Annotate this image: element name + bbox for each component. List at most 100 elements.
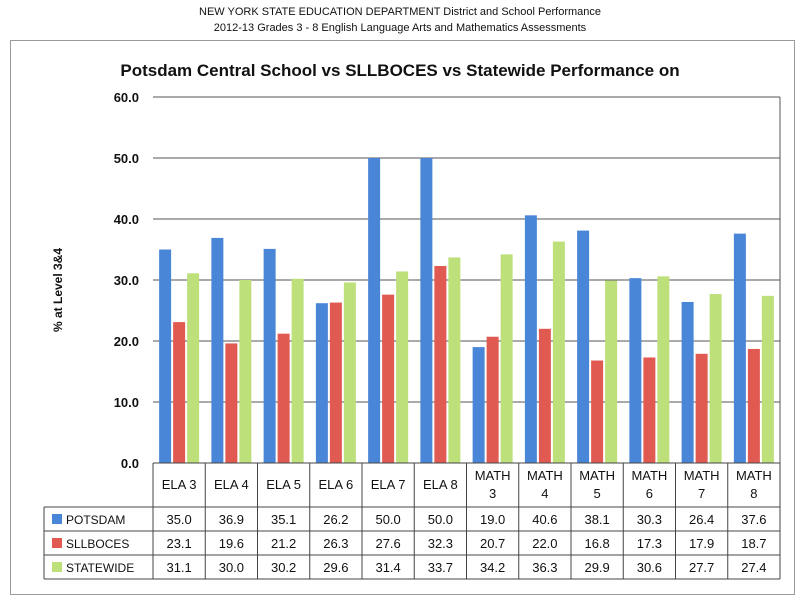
data-label: 21.2	[271, 536, 296, 551]
bar-potsdam	[211, 237, 224, 463]
category-label: MATH	[736, 468, 772, 483]
data-label: 31.4	[375, 560, 400, 575]
data-label: 50.0	[375, 512, 400, 527]
bar-sllboces	[486, 336, 499, 463]
data-label: 27.4	[741, 560, 766, 575]
bar-sllboces	[277, 333, 290, 463]
bar-potsdam	[681, 301, 694, 463]
bar-sllboces	[434, 265, 447, 463]
bar-statewide	[239, 280, 252, 463]
legend-label-sllboces: SLLBOCES	[66, 537, 129, 551]
bar-potsdam	[368, 158, 381, 463]
chart-frame	[10, 40, 795, 595]
chart-title: Potsdam Central School vs SLLBOCES vs St…	[120, 61, 680, 80]
y-tick-label: 60.0	[114, 90, 139, 105]
y-tick-label: 20.0	[114, 334, 139, 349]
bar-potsdam	[315, 303, 328, 463]
y-tick-label: 10.0	[114, 395, 139, 410]
data-label: 36.3	[532, 560, 557, 575]
data-label: 17.3	[637, 536, 662, 551]
data-label: 50.0	[428, 512, 453, 527]
bar-potsdam	[524, 215, 537, 463]
bar-potsdam	[733, 233, 746, 463]
bar-potsdam	[159, 249, 172, 463]
category-label: MATH	[579, 468, 615, 483]
bar-statewide	[709, 294, 722, 463]
legend-label-statewide: STATEWIDE	[66, 561, 134, 575]
category-label: ELA 7	[371, 477, 406, 492]
y-tick-label: 50.0	[114, 151, 139, 166]
category-label: 5	[594, 486, 601, 501]
data-label: 30.6	[637, 560, 662, 575]
y-tick-label: 40.0	[114, 212, 139, 227]
data-label: 22.0	[532, 536, 557, 551]
bar-statewide	[500, 254, 513, 463]
category-label: MATH	[527, 468, 563, 483]
data-label: 29.6	[323, 560, 348, 575]
bar-potsdam	[420, 158, 433, 463]
category-label: MATH	[684, 468, 720, 483]
data-label: 16.8	[584, 536, 609, 551]
grid-lines	[153, 96, 781, 464]
legend-key-statewide	[52, 562, 62, 572]
bar-sllboces	[591, 360, 604, 463]
category-label: ELA 4	[214, 477, 249, 492]
data-label: 26.4	[689, 512, 714, 527]
data-label: 27.7	[689, 560, 714, 575]
bar-potsdam	[472, 347, 485, 463]
data-label: 23.1	[166, 536, 191, 551]
bar-sllboces	[747, 348, 760, 463]
category-label: 7	[698, 486, 705, 501]
data-label: 38.1	[584, 512, 609, 527]
bar-statewide	[343, 282, 356, 463]
bar-statewide	[605, 280, 618, 463]
header-line-2: 2012-13 Grades 3 - 8 English Language Ar…	[213, 22, 587, 34]
data-label: 30.3	[637, 512, 662, 527]
data-label: 26.2	[323, 512, 348, 527]
data-label: 37.6	[741, 512, 766, 527]
legend-key-sllboces	[52, 538, 62, 548]
bar-potsdam	[263, 248, 276, 463]
data-label: 29.9	[584, 560, 609, 575]
bar-statewide	[291, 278, 304, 463]
data-label: 40.6	[532, 512, 557, 527]
bar-sllboces	[538, 328, 551, 463]
data-label: 18.7	[741, 536, 766, 551]
bar-potsdam	[629, 278, 642, 463]
bar-statewide	[396, 271, 409, 463]
data-label: 30.0	[219, 560, 244, 575]
category-label: 3	[489, 486, 496, 501]
category-label: 6	[646, 486, 653, 501]
data-label: 27.6	[375, 536, 400, 551]
category-label: 8	[750, 486, 757, 501]
data-label: 36.9	[219, 512, 244, 527]
bar-sllboces	[695, 353, 708, 463]
bar-statewide	[761, 295, 774, 463]
bar-sllboces	[643, 357, 656, 463]
data-label: 35.1	[271, 512, 296, 527]
data-label: 33.7	[428, 560, 453, 575]
bar-statewide	[448, 257, 461, 463]
category-label: ELA 5	[266, 477, 301, 492]
category-label: ELA 6	[319, 477, 354, 492]
data-label: 31.1	[166, 560, 191, 575]
category-label: MATH	[631, 468, 667, 483]
data-label: 35.0	[166, 512, 191, 527]
data-label: 19.0	[480, 512, 505, 527]
legend-key-potsdam	[52, 514, 62, 524]
data-label: 34.2	[480, 560, 505, 575]
y-tick-label: 0.0	[121, 456, 139, 471]
data-label: 19.6	[219, 536, 244, 551]
bar-statewide	[187, 273, 200, 463]
y-tick-label: 30.0	[114, 273, 139, 288]
bar-sllboces	[225, 343, 238, 463]
category-label: ELA 3	[162, 477, 197, 492]
bar-sllboces	[329, 302, 342, 463]
data-label: 32.3	[428, 536, 453, 551]
y-axis-title: % at Level 3&4	[51, 248, 65, 332]
header-line-1: NEW YORK STATE EDUCATION DEPARTMENT Dist…	[199, 6, 601, 18]
legend-label-potsdam: POTSDAM	[66, 513, 125, 527]
category-label: ELA 8	[423, 477, 458, 492]
bar-sllboces	[173, 322, 186, 463]
